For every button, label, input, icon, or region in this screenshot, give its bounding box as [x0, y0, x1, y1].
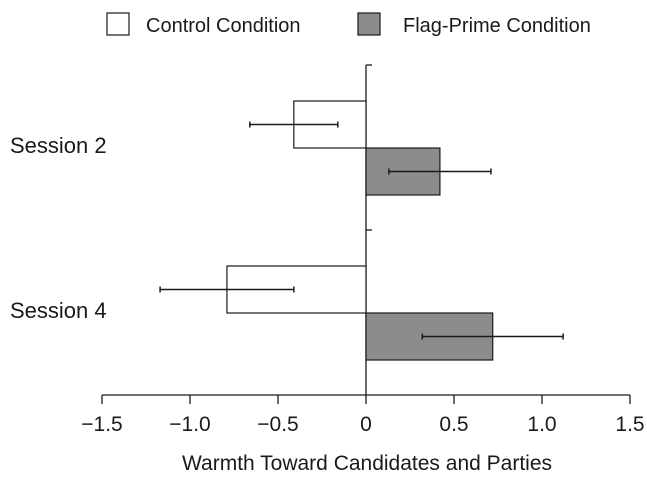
x-tick-label: −1.0 [169, 413, 210, 436]
legend-label-flag-prime: Flag-Prime Condition [403, 15, 591, 37]
legend-swatch-control [106, 12, 130, 36]
category-labels: Session 2 Session 4 [10, 133, 107, 323]
plot-area [159, 64, 564, 395]
x-tick-label: −0.5 [257, 413, 298, 436]
x-tick-label: 0 [360, 413, 372, 436]
x-axis-label: Warmth Toward Candidates and Parties [182, 452, 552, 475]
x-tick-label: 0.5 [439, 413, 468, 436]
category-label-session-2: Session 2 [10, 133, 107, 158]
legend-label-control: Control Condition [146, 15, 301, 37]
legend: Control Condition Flag-Prime Condition [106, 12, 591, 37]
legend-swatch-flag-prime [357, 12, 381, 36]
x-tick-label: 1.0 [527, 413, 556, 436]
x-tick-label: 1.5 [615, 413, 644, 436]
x-tick-label: −1.5 [81, 413, 122, 436]
x-axis: −1.5 −1.0 −0.5 0 0.5 1.0 1.5 [81, 394, 645, 436]
category-label-session-4: Session 4 [10, 298, 107, 323]
